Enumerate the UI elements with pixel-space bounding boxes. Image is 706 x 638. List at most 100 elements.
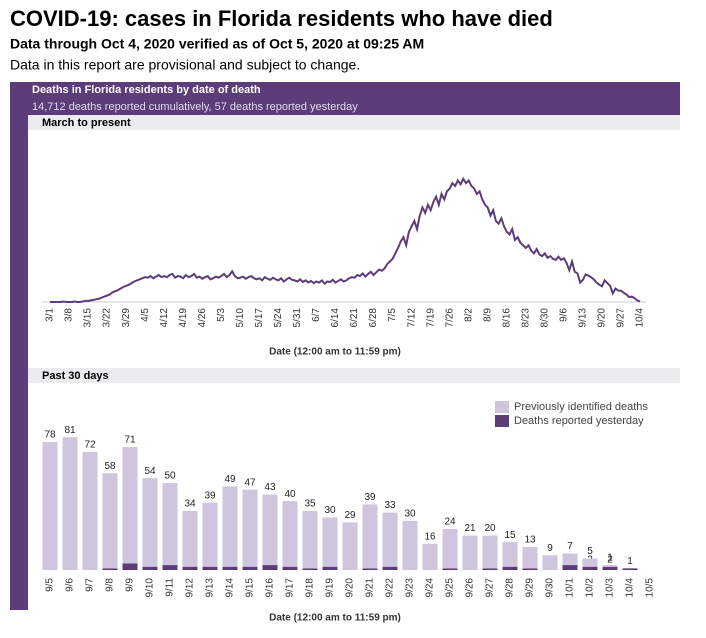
x-tick-label: 4/19 bbox=[178, 308, 189, 328]
section-title: March to present bbox=[42, 117, 131, 129]
x-tick-label: 10/4 bbox=[635, 308, 646, 328]
x-tick-label: 9/27 bbox=[616, 308, 627, 328]
x-tick-label: 9/23 bbox=[405, 578, 416, 598]
section-band bbox=[28, 115, 680, 130]
bar-segment bbox=[242, 489, 258, 567]
x-tick-label: 9/16 bbox=[265, 578, 276, 598]
bar-segment bbox=[282, 501, 298, 567]
bar-segment bbox=[422, 543, 438, 570]
value-label: 5 bbox=[587, 546, 593, 557]
x-tick-label: 10/2 bbox=[585, 578, 596, 598]
x-tick-label: 4/5 bbox=[140, 308, 151, 322]
bar-segment bbox=[182, 566, 198, 570]
value-label: 40 bbox=[284, 489, 296, 500]
x-tick-label: 7/5 bbox=[387, 308, 398, 322]
bar-segment bbox=[302, 510, 318, 569]
x-tick-label: 7/26 bbox=[444, 308, 455, 328]
x-tick-label: 5/3 bbox=[216, 308, 227, 322]
bar-segment bbox=[282, 566, 298, 570]
bar-segment bbox=[322, 517, 338, 567]
bar-segment bbox=[242, 566, 258, 570]
value-label: 30 bbox=[324, 505, 336, 516]
x-tick-label: 9/30 bbox=[545, 578, 556, 598]
bar-segment bbox=[602, 566, 618, 570]
bar-segment bbox=[82, 451, 98, 570]
bar-segment bbox=[502, 566, 518, 570]
x-tick-label: 5/31 bbox=[292, 308, 303, 328]
value-label: 1 bbox=[627, 556, 633, 567]
value-label: 39 bbox=[204, 490, 216, 501]
x-tick-label: 9/9 bbox=[125, 578, 136, 592]
x-tick-label: 9/21 bbox=[365, 578, 376, 598]
value-label: 21 bbox=[464, 523, 476, 534]
bar-segment bbox=[262, 494, 278, 566]
bar-segment bbox=[202, 566, 218, 570]
x-tick-label: 9/17 bbox=[285, 578, 296, 598]
x-tick-label: 10/3 bbox=[605, 578, 616, 598]
bar-segment bbox=[442, 529, 458, 569]
x-tick-label: 9/13 bbox=[205, 578, 216, 598]
bar-segment bbox=[582, 566, 598, 570]
x-tick-label: 9/22 bbox=[385, 578, 396, 598]
legend-swatch bbox=[495, 401, 509, 413]
subtitle: Data through Oct 4, 2020 verified as of … bbox=[10, 36, 424, 52]
bar-segment bbox=[582, 558, 598, 567]
bar-segment bbox=[102, 473, 118, 569]
x-tick-label: 10/1 bbox=[565, 578, 576, 598]
bar-segment bbox=[202, 502, 218, 567]
bar-segment bbox=[122, 563, 138, 570]
legend-label: Previously identified deaths bbox=[514, 401, 648, 413]
x-tick-label: 3/15 bbox=[83, 308, 94, 328]
x-tick-label: 4/26 bbox=[197, 308, 208, 328]
x-tick-label: 6/7 bbox=[311, 308, 322, 322]
bar-segment bbox=[222, 566, 238, 570]
bar-segment bbox=[602, 565, 618, 567]
x-tick-label: 10/4 bbox=[625, 578, 636, 598]
value-label: 72 bbox=[84, 440, 96, 451]
x-tick-label: 7/12 bbox=[406, 308, 417, 328]
value-label: 58 bbox=[104, 461, 116, 472]
bar-segment bbox=[482, 568, 498, 570]
bar-segment bbox=[302, 568, 318, 570]
bar-segment bbox=[142, 478, 158, 567]
value-label: 47 bbox=[244, 477, 256, 488]
x-tick-label: 9/24 bbox=[425, 578, 436, 598]
panel-title: Deaths in Florida residents by date of d… bbox=[32, 84, 261, 96]
bar-segment bbox=[162, 483, 178, 566]
x-tick-label: 8/23 bbox=[520, 308, 531, 328]
bar-segment bbox=[402, 520, 418, 570]
x-tick-label: 9/15 bbox=[245, 578, 256, 598]
value-label: 33 bbox=[384, 500, 396, 511]
x-tick-label: 9/5 bbox=[45, 578, 56, 592]
x-tick-label: 9/19 bbox=[325, 578, 336, 598]
x-tick-label: 9/14 bbox=[225, 578, 236, 598]
value-label: 2 bbox=[607, 554, 613, 565]
bar-segment bbox=[362, 568, 378, 570]
bar-segment bbox=[562, 553, 578, 566]
section-title: Past 30 days bbox=[42, 370, 109, 382]
legend-box bbox=[493, 398, 653, 430]
x-tick-label: 6/28 bbox=[368, 308, 379, 328]
x-tick-label: 9/7 bbox=[85, 578, 96, 592]
x-tick-label: 3/8 bbox=[64, 308, 75, 322]
panel-header bbox=[10, 82, 680, 115]
x-tick-label: 3/29 bbox=[121, 308, 132, 328]
value-label: 1 bbox=[607, 553, 613, 564]
value-label: 43 bbox=[264, 482, 276, 493]
bar-segment bbox=[42, 442, 58, 570]
x-tick-label: 8/2 bbox=[463, 308, 474, 322]
x-tick-label: 7/19 bbox=[425, 308, 436, 328]
note: Data in this report are provisional and … bbox=[10, 57, 360, 73]
bar-segment bbox=[542, 555, 558, 570]
value-label: 16 bbox=[424, 531, 436, 542]
x-tick-label: 9/20 bbox=[597, 308, 608, 328]
x-tick-label: 9/12 bbox=[185, 578, 196, 598]
bar-segment bbox=[502, 542, 518, 567]
x-tick-label: 9/27 bbox=[485, 578, 496, 598]
bar-segment bbox=[462, 535, 478, 570]
value-label: 35 bbox=[304, 499, 316, 510]
x-axis-title: Date (12:00 am to 11:59 pm) bbox=[269, 347, 401, 358]
bar-segment bbox=[222, 486, 238, 567]
bar-segment bbox=[62, 437, 78, 570]
